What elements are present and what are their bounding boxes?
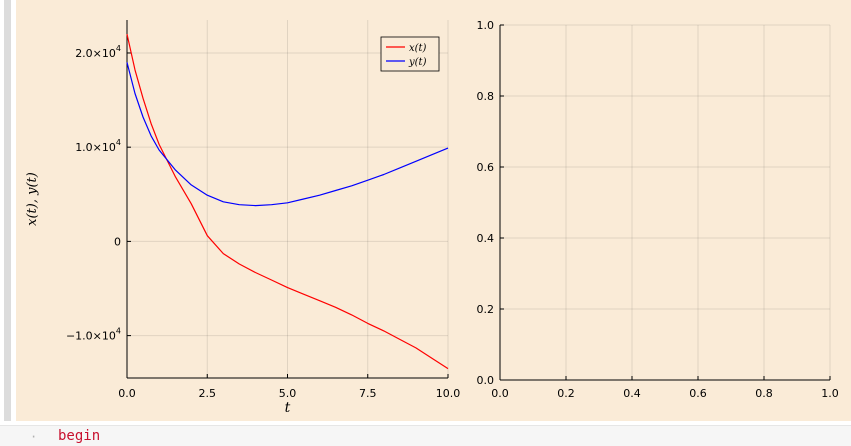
plot-left: 0.0 2.5 5.0 7.5 10.0 −1.0×104 0 1.0×104 2.0×104… [25,20,460,416]
series-line [126,62,449,207]
legend-label: x(t) [409,43,427,54]
x-tick-label: 5.0 [279,387,297,400]
y-tick-label: 0.0 [477,374,495,387]
x-tick-label: 0.0 [491,387,509,400]
x-tick-label: 2.5 [199,387,217,400]
x-tick-label: 10.0 [436,387,461,400]
series-line [126,33,449,370]
x-tick-label: 0.4 [623,387,641,400]
figure: 0.0 2.5 5.0 7.5 10.0 −1.0×104 0 1.0×104 2.0×104… [16,0,851,421]
plot-right-y-ticks: 0.0 0.2 0.4 0.6 0.8 1.0 [477,19,504,387]
x-tick-label: 0.6 [689,387,707,400]
plot-right-x-ticks: 0.0 0.2 0.4 0.6 0.8 1.0 [491,376,839,400]
plot-left-y-ticks: −1.0×104 0 1.0×104 2.0×104 [66,44,131,343]
x-tick-label: 1.0 [821,387,839,400]
code-keyword-begin[interactable]: begin [58,428,101,444]
y-tick-label: −1.0×104 [66,327,121,343]
plot-left-y-axis-label: x(t), y(t) [25,172,40,226]
y-tick-label: 0 [114,235,121,248]
x-tick-label: 7.5 [359,387,377,400]
code-cell[interactable]: · begin [0,425,851,446]
x-tick-label: 0.8 [755,387,773,400]
x-tick-label: 0.2 [557,387,575,400]
legend-box [380,36,440,72]
plot-right-grid [500,24,831,380]
y-tick-label: 0.6 [477,161,495,174]
plot-left-x-ticks: 0.0 2.5 5.0 7.5 10.0 [118,374,460,400]
y-tick-label: 1.0 [477,19,495,32]
legend-label: y(t) [408,57,427,68]
y-tick-label: 1.0×104 [75,138,121,154]
plot-left-legend: x(t) y(t) [380,36,440,72]
cell-output: 0.0 2.5 5.0 7.5 10.0 −1.0×104 0 1.0×104 2.0×104… [16,0,851,421]
plot-left-x-axis-label: t [285,400,291,416]
x-tick-label: 0.0 [118,387,136,400]
code-cell-bullet: · [30,430,38,444]
plot-right-axes [499,25,830,381]
y-tick-label: 0.4 [477,232,495,245]
y-tick-label: 0.8 [477,90,495,103]
y-tick-label: 0.2 [477,303,495,316]
plot-right: 0.0 0.2 0.4 0.6 0.8 1.0 0.0 0.2 0.4 0.6 0.8 1.0 [477,19,839,400]
cell-left-bar [4,0,11,421]
y-tick-label: 2.0×104 [75,44,121,60]
plot-left-series [126,33,449,370]
